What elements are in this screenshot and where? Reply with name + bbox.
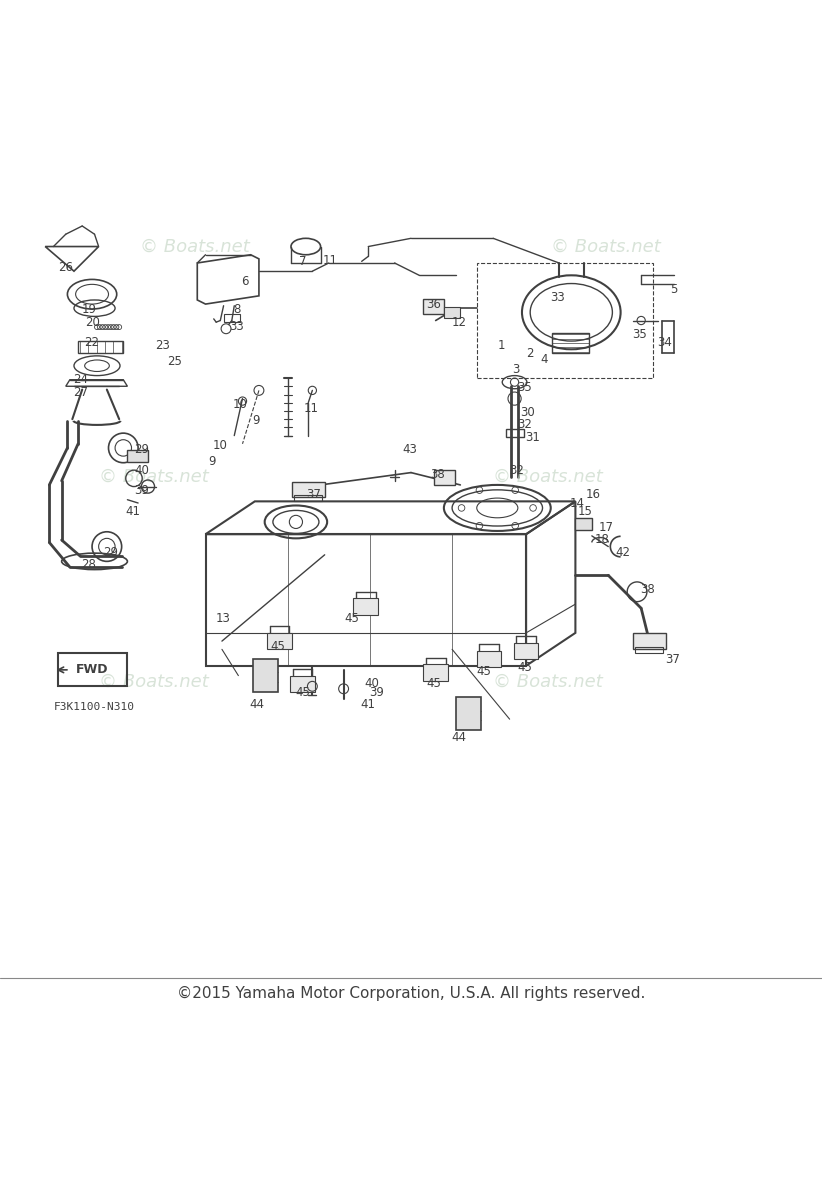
Text: 15: 15 bbox=[578, 505, 593, 517]
Bar bbox=[224, 314, 240, 322]
Text: 38: 38 bbox=[430, 468, 445, 481]
Bar bbox=[423, 664, 448, 680]
Text: 19: 19 bbox=[81, 304, 96, 317]
Text: 22: 22 bbox=[85, 336, 99, 349]
Text: F3K1100-N310: F3K1100-N310 bbox=[53, 702, 135, 712]
Bar bbox=[514, 643, 538, 659]
Text: © Boats.net: © Boats.net bbox=[493, 673, 603, 691]
Bar bbox=[477, 263, 653, 378]
Text: 24: 24 bbox=[73, 373, 88, 386]
Text: 37: 37 bbox=[665, 653, 680, 666]
Text: 43: 43 bbox=[402, 443, 417, 456]
Text: 17: 17 bbox=[599, 521, 614, 534]
Text: 45: 45 bbox=[295, 685, 310, 698]
Bar bbox=[444, 306, 460, 318]
Text: 10: 10 bbox=[233, 398, 247, 410]
Bar bbox=[78, 341, 123, 353]
Bar bbox=[290, 676, 315, 692]
Text: 39: 39 bbox=[369, 685, 384, 698]
Text: 40: 40 bbox=[134, 463, 149, 476]
Text: 45: 45 bbox=[344, 612, 359, 624]
Bar bbox=[477, 650, 501, 667]
Bar bbox=[292, 482, 325, 497]
Text: 32: 32 bbox=[517, 419, 532, 432]
Text: 14: 14 bbox=[570, 497, 584, 510]
Text: 45: 45 bbox=[427, 677, 441, 690]
Text: 6: 6 bbox=[241, 275, 249, 288]
Bar bbox=[575, 518, 592, 530]
Bar bbox=[456, 697, 481, 730]
Text: 8: 8 bbox=[233, 304, 240, 317]
Text: 37: 37 bbox=[307, 488, 321, 502]
Bar bbox=[267, 632, 292, 649]
Text: 31: 31 bbox=[525, 431, 540, 444]
Text: 33: 33 bbox=[550, 292, 565, 304]
Bar bbox=[506, 430, 524, 437]
Text: 18: 18 bbox=[594, 534, 609, 546]
Text: 9: 9 bbox=[252, 414, 261, 427]
Text: © Boats.net: © Boats.net bbox=[140, 238, 250, 256]
Text: 30: 30 bbox=[520, 406, 535, 419]
Text: 27: 27 bbox=[73, 385, 88, 398]
Text: 44: 44 bbox=[249, 698, 264, 710]
Text: © Boats.net: © Boats.net bbox=[551, 238, 661, 256]
Text: 29: 29 bbox=[134, 443, 149, 456]
Text: 9: 9 bbox=[208, 456, 216, 468]
Text: 12: 12 bbox=[451, 316, 466, 329]
Bar bbox=[127, 450, 148, 462]
Text: 28: 28 bbox=[81, 558, 96, 571]
Text: 16: 16 bbox=[586, 488, 601, 502]
Bar bbox=[552, 332, 589, 353]
Text: 32: 32 bbox=[509, 463, 524, 476]
Text: 36: 36 bbox=[427, 298, 441, 311]
Text: 10: 10 bbox=[213, 439, 228, 452]
Bar bbox=[353, 599, 378, 614]
Text: 3: 3 bbox=[513, 364, 520, 377]
Text: 29: 29 bbox=[104, 546, 118, 559]
Text: 35: 35 bbox=[517, 382, 532, 395]
Text: 41: 41 bbox=[361, 698, 376, 710]
Text: 25: 25 bbox=[167, 355, 182, 368]
Bar bbox=[635, 647, 663, 654]
Text: 4: 4 bbox=[540, 353, 548, 366]
Text: 33: 33 bbox=[229, 319, 244, 332]
Text: © Boats.net: © Boats.net bbox=[99, 673, 209, 691]
Text: 34: 34 bbox=[657, 336, 672, 349]
Bar bbox=[423, 299, 444, 314]
Text: © Boats.net: © Boats.net bbox=[493, 468, 603, 486]
Bar bbox=[633, 632, 666, 649]
Text: FWD: FWD bbox=[76, 664, 109, 677]
Text: 26: 26 bbox=[58, 260, 73, 274]
Bar bbox=[294, 494, 322, 502]
Text: 41: 41 bbox=[126, 505, 141, 517]
Text: 2: 2 bbox=[526, 347, 534, 360]
Text: 45: 45 bbox=[476, 665, 491, 678]
Text: © Boats.net: © Boats.net bbox=[99, 468, 209, 486]
Bar bbox=[253, 659, 278, 692]
Text: ©2015 Yamaha Motor Corporation, U.S.A. All rights reserved.: ©2015 Yamaha Motor Corporation, U.S.A. A… bbox=[177, 986, 645, 1001]
Text: 20: 20 bbox=[85, 316, 99, 329]
Bar bbox=[434, 470, 455, 485]
Text: 44: 44 bbox=[451, 731, 466, 744]
Text: 23: 23 bbox=[155, 338, 170, 352]
Text: 11: 11 bbox=[303, 402, 318, 415]
Text: 35: 35 bbox=[632, 328, 647, 341]
Text: 7: 7 bbox=[298, 254, 307, 268]
Text: 5: 5 bbox=[671, 283, 677, 295]
Text: 39: 39 bbox=[134, 484, 149, 497]
Text: 11: 11 bbox=[323, 254, 338, 268]
Text: 45: 45 bbox=[517, 661, 532, 674]
Text: 1: 1 bbox=[497, 338, 506, 352]
Text: 45: 45 bbox=[270, 641, 285, 653]
Text: 38: 38 bbox=[640, 583, 655, 596]
Text: 13: 13 bbox=[216, 612, 231, 624]
Text: 42: 42 bbox=[616, 546, 630, 559]
Text: 40: 40 bbox=[364, 677, 379, 690]
